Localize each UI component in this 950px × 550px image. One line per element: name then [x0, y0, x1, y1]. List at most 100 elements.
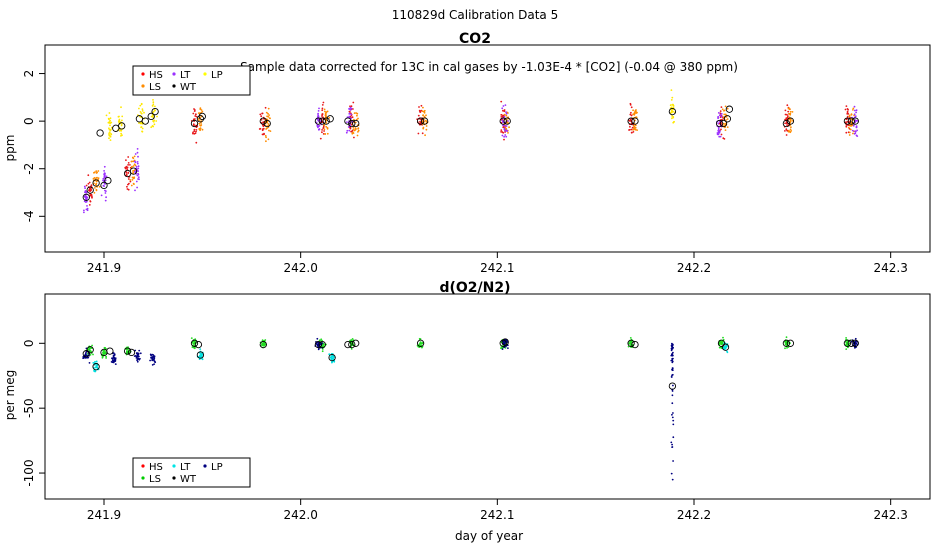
o2n2-point-lp: [672, 412, 674, 414]
o2n2-point-lp: [670, 441, 673, 444]
o2n2-point-lt: [726, 351, 729, 354]
co2-x-tick-label: 242.3: [873, 261, 907, 275]
co2-point-lt: [507, 120, 509, 122]
co2-point-hs: [787, 115, 789, 117]
o2n2-point-ls: [845, 340, 847, 343]
co2-point-lp: [121, 115, 124, 118]
co2-point-lt: [316, 125, 319, 127]
co2-point-hs: [629, 113, 632, 116]
co2-y-tick-label: 0: [22, 117, 36, 125]
o2n2-point-lp: [854, 347, 856, 349]
co2-point-lt: [350, 113, 352, 116]
co2-point-hs: [720, 123, 723, 125]
co2-point-lp: [109, 139, 112, 142]
co2-point-lp: [670, 111, 672, 114]
co2-point-lt: [504, 104, 507, 106]
o2n2-point-lp: [151, 364, 154, 366]
co2-point-lt: [104, 179, 107, 182]
co2-point-lt: [134, 161, 137, 164]
co2-cluster-mean-marker: [129, 167, 138, 175]
co2-point-hs: [500, 116, 503, 118]
co2-point-lp: [669, 104, 672, 107]
co2-legend-label-lt: LT: [180, 70, 191, 81]
co2-cluster-mean-marker: [725, 105, 734, 113]
co2-point-lp: [138, 107, 140, 110]
o2n2-point-lp: [136, 360, 139, 363]
co2-point-lt: [103, 185, 105, 188]
co2-point-ls: [791, 111, 794, 113]
co2-cluster-mean-marker: [847, 117, 855, 125]
co2-point-hs: [348, 110, 351, 113]
o2n2-point-ls: [784, 347, 786, 350]
co2-point-ls: [632, 109, 634, 112]
co2-point-hs: [322, 101, 325, 104]
co2-point-hs: [421, 132, 424, 135]
co2-point-lt: [501, 119, 504, 122]
co2-point-lp: [670, 89, 673, 91]
co2-cluster-mean-marker: [263, 119, 271, 128]
co2-point-ls: [266, 115, 268, 118]
co2-point-ls: [849, 128, 852, 131]
co2-point-hs: [630, 111, 632, 114]
co2-point-ls: [354, 127, 357, 129]
co2-chart-title: CO2: [459, 31, 491, 47]
co2-cluster-mean-marker: [318, 117, 326, 125]
co2-point-ls: [267, 138, 270, 141]
co2-cluster-mean-marker: [326, 115, 334, 123]
o2n2-point-lp: [139, 357, 141, 360]
o2n2-point-ls: [721, 341, 724, 343]
co2-point-ls: [723, 109, 726, 112]
o2n2-point-lp: [672, 357, 674, 360]
co2-point-lp: [121, 134, 123, 137]
co2-point-ls: [133, 183, 135, 186]
o2n2-x-tick-label: 241.9: [87, 508, 121, 522]
co2-point-hs: [502, 109, 504, 112]
co2-point-lt: [83, 211, 85, 214]
co2-point-ls: [265, 128, 267, 130]
o2n2-point-lp: [153, 355, 156, 357]
co2-point-ls: [265, 140, 267, 143]
o2n2-point-lp: [138, 349, 141, 352]
o2n2-point-ls: [261, 342, 264, 345]
o2n2-point-lp: [671, 446, 673, 448]
co2-point-lp: [671, 96, 674, 99]
co2-point-ls: [507, 132, 509, 134]
co2-point-lp: [141, 127, 144, 130]
co2-point-lt: [505, 125, 508, 127]
co2-point-lt: [717, 112, 720, 114]
o2n2-point-lp: [672, 436, 675, 439]
co2-cluster-mean-marker: [198, 112, 206, 121]
co2-point-lt: [86, 196, 89, 199]
co2-cluster-mean-marker: [147, 112, 155, 121]
o2n2-point-ls: [90, 347, 93, 349]
co2-point-lt: [134, 189, 136, 192]
co2-cluster-mean-marker: [118, 122, 126, 130]
co2-point-hs: [125, 174, 128, 177]
co2-point-lp: [156, 115, 158, 118]
o2n2-point-lp: [151, 359, 154, 362]
co2-point-lt: [851, 129, 854, 132]
co2-point-lp: [672, 103, 674, 106]
co2-legend-marker-hs: [141, 72, 145, 76]
co2-point-lt: [346, 129, 349, 132]
co2-point-lt: [501, 107, 504, 110]
o2n2-point-lp: [672, 419, 675, 422]
co2-point-lt: [103, 175, 106, 177]
co2-point-lp: [150, 115, 153, 118]
co2-point-hs: [195, 130, 197, 133]
co2-point-hs: [125, 165, 128, 168]
co2-y-tick-label: 2: [22, 70, 36, 78]
co2-point-ls: [134, 164, 137, 167]
co2-point-lt: [718, 135, 721, 138]
co2-point-ls: [93, 182, 95, 185]
co2-point-hs: [784, 113, 787, 116]
co2-point-hs: [784, 122, 786, 125]
co2-point-ls: [269, 130, 272, 133]
co2-point-hs: [352, 101, 355, 104]
o2n2-point-ls: [92, 353, 94, 356]
co2-cluster-mean-marker: [92, 179, 100, 187]
co2-y-tick-label: -4: [22, 210, 36, 222]
co2-point-hs: [193, 128, 196, 131]
co2-point-ls: [422, 114, 425, 117]
co2-point-ls: [98, 185, 101, 188]
